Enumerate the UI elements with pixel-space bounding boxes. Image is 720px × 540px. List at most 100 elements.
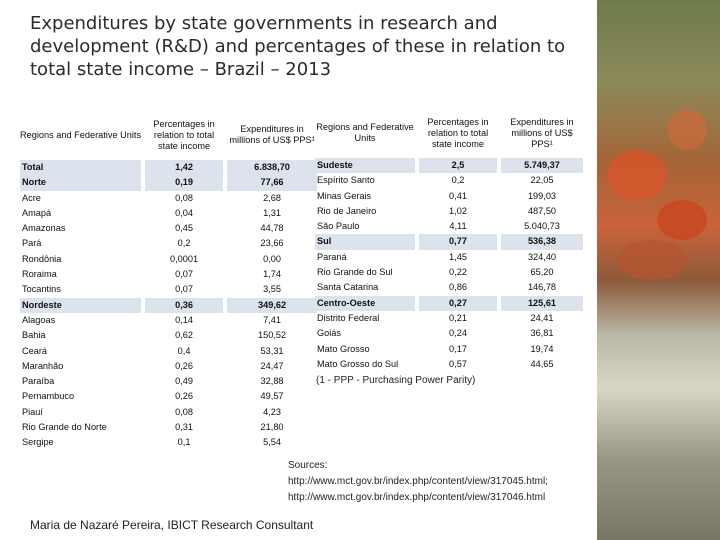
region-name-cell: Minas Gerais [317, 190, 372, 201]
table-row: Piauí 0,08 4,23 [20, 404, 317, 421]
region-name-cell: Mato Grosso do Sul [317, 358, 399, 369]
table-row: Goiás 0,24 36,81 [315, 326, 583, 342]
table-row: Paraná 1,45 324,40 [315, 249, 583, 266]
table-row: Ceará 0,4 53,31 [20, 343, 317, 359]
region-name-cell: Mato Grosso [317, 343, 370, 354]
expenditure-cell: 36,81 [530, 328, 554, 339]
percentage-cell: 0,77 [419, 234, 497, 250]
region-name-cell: Roraima [22, 269, 57, 280]
percentage-cell: 0,19 [145, 175, 224, 191]
header-expenditures: Expenditures in millions of US$ PPS¹ [510, 116, 574, 149]
region-name-cell: Amazonas [22, 223, 66, 234]
expenditure-cell: 7,41 [263, 314, 281, 325]
expenditure-cell: 22,05 [530, 175, 554, 186]
expenditure-cell: 5.749,37 [501, 158, 583, 174]
percentage-cell: 0,26 [175, 391, 193, 402]
percentage-cell: 0,27 [419, 295, 497, 311]
region-name-cell: Goiás [317, 328, 342, 339]
table-row: Pernambuco 0,26 49,57 [20, 389, 317, 405]
percentage-cell: 0,31 [175, 422, 193, 433]
table-row: Minas Gerais 0,41 199,03 [315, 188, 583, 204]
sources-block: Sources: http://www.mct.gov.br/index.php… [288, 458, 548, 506]
table-row: Tocantins 0,07 3,55 [20, 282, 317, 298]
header-percentage: Percentages in relation to total state i… [153, 118, 215, 151]
percentage-cell: 1,02 [449, 205, 467, 216]
region-name-cell: Centro-Oeste [315, 295, 415, 311]
percentage-cell: 0,07 [175, 269, 193, 280]
percentage-cell: 0,0001 [169, 253, 199, 264]
expenditures-table-left: Regions and Federative Units Percentages… [20, 110, 318, 451]
percentage-cell: 0,08 [175, 406, 193, 417]
expenditure-cell: 53,31 [260, 345, 284, 356]
region-name-cell: Total [20, 160, 142, 176]
table-header-row: Regions and Federative Units Percentages… [20, 110, 317, 160]
percentage-cell: 0,2 [451, 175, 465, 186]
expenditure-cell: 487,50 [527, 205, 557, 216]
table-row: São Paulo 4,11 5.040,73 [315, 219, 583, 235]
percentage-cell: 0,04 [175, 207, 193, 218]
table-row: Distrito Federal 0,21 24,41 [315, 310, 583, 327]
table-row: Rio de Janeiro 1,02 487,50 [315, 203, 583, 220]
table-row: Roraima 0,07 1,74 [20, 267, 317, 283]
table-row: Sul 0,77 536,38 [315, 234, 583, 250]
region-name-cell: Espírito Santo [317, 175, 375, 186]
slide-title: Expenditures by state governments in res… [30, 13, 566, 80]
region-name-cell: Piauí [22, 406, 43, 417]
region-name-cell: Santa Catarina [317, 282, 379, 293]
region-name-cell: Rondônia [22, 253, 62, 264]
table-row: Rondônia 0,0001 0,00 [20, 251, 317, 268]
region-name-cell: Rio Grande do Norte [22, 422, 107, 433]
expenditure-cell: 23,66 [260, 238, 284, 249]
table-row: Paraíba 0,49 32,88 [20, 374, 317, 390]
table-row: Rio Grande do Sul 0,22 65,20 [315, 265, 583, 281]
region-name-cell: Paraná [317, 251, 347, 262]
table-row: Mato Grosso do Sul 0,57 44,65 [315, 356, 583, 373]
percentage-cell: 0,26 [175, 360, 193, 371]
percentage-cell: 0,57 [449, 358, 467, 369]
region-name-cell: Bahia [22, 330, 46, 341]
expenditure-cell: 324,40 [527, 251, 557, 262]
region-name-cell: Sergipe [22, 437, 54, 448]
expenditure-cell: 199,03 [527, 190, 557, 201]
table-row: Rio Grande do Norte 0,31 21,80 [20, 420, 317, 436]
table-row: Mato Grosso 0,17 19,74 [315, 341, 583, 357]
source-link-1[interactable]: http://www.mct.gov.br/index.php/content/… [288, 476, 548, 487]
expenditure-cell: 32,88 [260, 376, 284, 387]
expenditure-cell: 77,66 [227, 175, 318, 191]
expenditure-cell: 44,65 [530, 358, 554, 369]
percentage-cell: 0,07 [175, 284, 193, 295]
expenditures-table-right: Regions and Federative Units Percentages… [315, 108, 583, 373]
percentage-cell: 0,2 [177, 238, 191, 249]
header-percentage: Percentages in relation to total state i… [427, 116, 489, 149]
region-name-cell: Ceará [22, 345, 48, 356]
expenditure-cell: 3,55 [263, 284, 281, 295]
expenditure-cell: 2,68 [263, 192, 281, 203]
region-name-cell: Nordeste [20, 297, 142, 313]
expenditure-cell: 21,80 [260, 422, 284, 433]
table-row: Nordeste 0,36 349,62 [20, 297, 318, 313]
percentage-cell: 0,49 [175, 376, 193, 387]
ppp-footnote: (1 - PPP - Purchasing Power Parity) [316, 375, 476, 386]
expenditure-cell: 5.040,73 [524, 221, 560, 232]
percentage-cell: 0,14 [175, 314, 193, 325]
table-row: Acre 0,08 2,68 [20, 190, 317, 206]
region-name-cell: Amapá [22, 207, 52, 218]
expenditure-cell: 65,20 [530, 267, 554, 278]
header-region: Regions and Federative Units [316, 122, 414, 143]
table-row: Amazonas 0,45 44,78 [20, 221, 317, 237]
expenditure-cell: 4,23 [263, 406, 281, 417]
expenditure-cell: 49,57 [260, 391, 284, 402]
region-name-cell: Pará [22, 238, 42, 249]
table-row: Espírito Santo 0,2 22,05 [315, 173, 583, 189]
expenditure-cell: 19,74 [530, 343, 554, 354]
table-row: Maranhão 0,26 24,47 [20, 358, 317, 375]
header-region: Regions and Federative Units [20, 129, 142, 140]
table-row: Norte 0,19 77,66 [20, 175, 318, 191]
source-link-2[interactable]: http://www.mct.gov.br/index.php/content/… [288, 492, 546, 503]
expenditure-cell: 1,74 [263, 269, 281, 280]
table-row: Sergipe 0,1 5,54 [20, 435, 317, 451]
percentage-cell: 0,45 [175, 223, 193, 234]
table-row: Sudeste 2,5 5.749,37 [315, 158, 583, 174]
region-name-cell: Paraíba [22, 376, 55, 387]
expenditure-cell: 150,52 [257, 330, 287, 341]
